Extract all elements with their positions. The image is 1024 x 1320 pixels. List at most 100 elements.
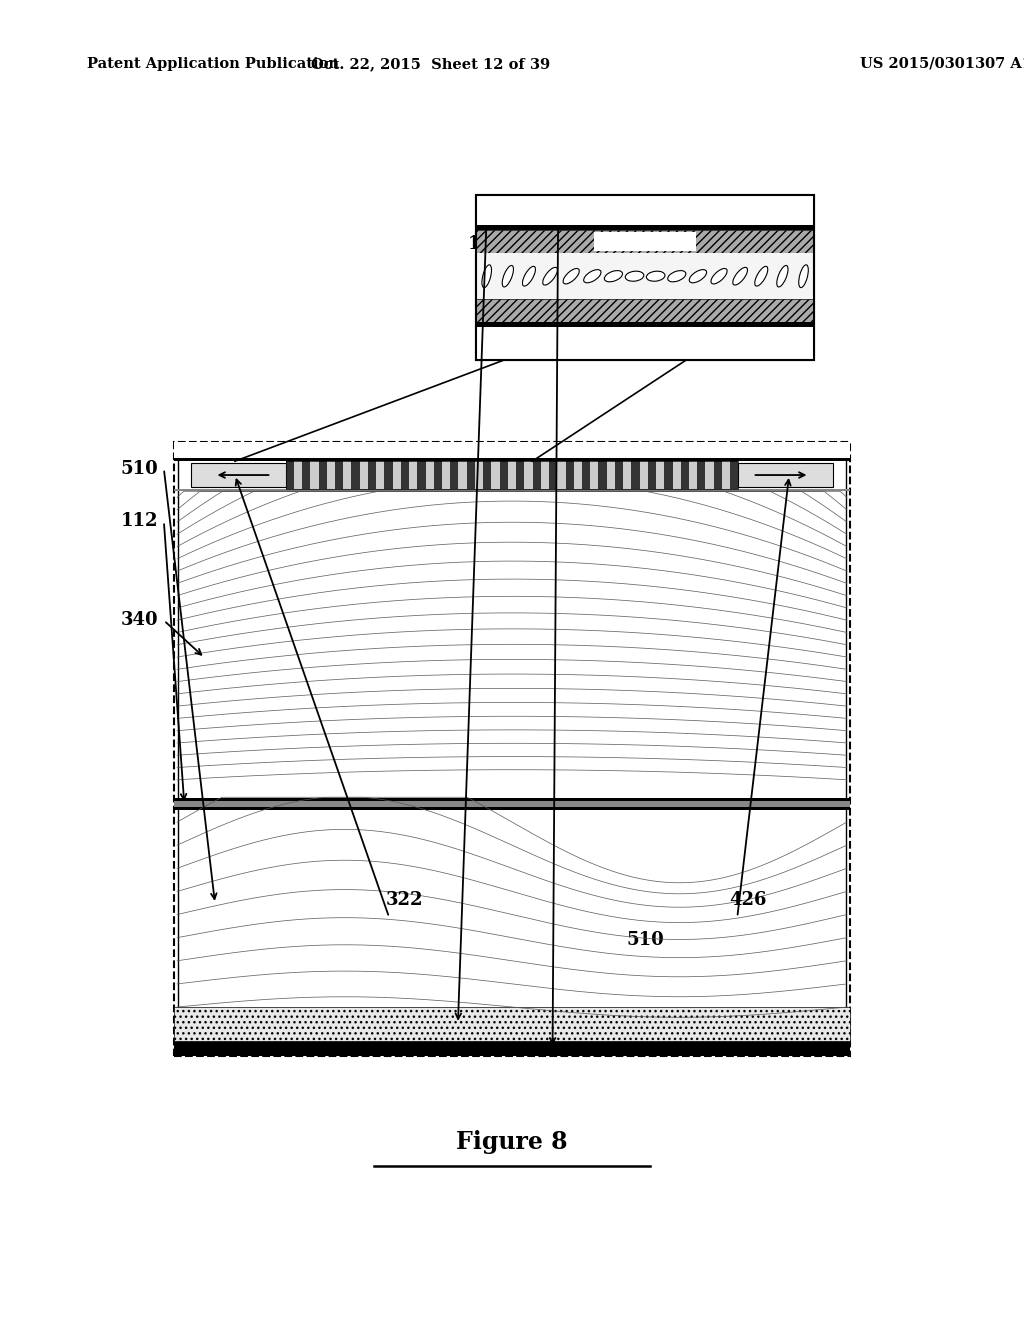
Ellipse shape: [755, 267, 768, 286]
Bar: [174, 801, 850, 808]
Bar: [656, 461, 665, 488]
Ellipse shape: [543, 268, 557, 285]
Ellipse shape: [522, 267, 536, 286]
Bar: [665, 461, 673, 488]
Bar: [640, 461, 648, 488]
Bar: [392, 461, 400, 488]
Bar: [426, 461, 434, 488]
Bar: [294, 461, 302, 488]
Bar: [459, 461, 467, 488]
Bar: [524, 461, 532, 488]
Bar: [286, 461, 294, 488]
Bar: [476, 322, 814, 327]
Bar: [174, 488, 850, 491]
Bar: [582, 461, 590, 488]
Text: Oct. 22, 2015  Sheet 12 of 39: Oct. 22, 2015 Sheet 12 of 39: [310, 57, 550, 71]
Bar: [174, 1007, 850, 1040]
Bar: [343, 461, 351, 488]
Bar: [606, 461, 614, 488]
Text: 426: 426: [729, 891, 766, 909]
Bar: [410, 461, 418, 488]
Bar: [174, 808, 850, 810]
Bar: [722, 461, 730, 488]
Bar: [614, 461, 624, 488]
Ellipse shape: [733, 268, 748, 285]
Bar: [500, 461, 508, 488]
Text: Figure 8: Figure 8: [456, 1130, 568, 1154]
Text: Patent Application Publication: Patent Application Publication: [87, 57, 339, 71]
Ellipse shape: [604, 271, 623, 282]
Bar: [476, 195, 814, 360]
Ellipse shape: [626, 271, 644, 281]
Bar: [565, 461, 573, 488]
Bar: [418, 461, 426, 488]
Bar: [302, 461, 310, 488]
Text: 510: 510: [627, 931, 664, 949]
Bar: [681, 461, 689, 488]
Ellipse shape: [777, 265, 788, 286]
Bar: [594, 232, 696, 251]
Bar: [706, 461, 714, 488]
Bar: [451, 461, 459, 488]
Ellipse shape: [668, 271, 686, 282]
Bar: [532, 461, 541, 488]
Bar: [476, 253, 814, 300]
Bar: [442, 461, 451, 488]
Bar: [476, 230, 814, 253]
Bar: [174, 442, 850, 458]
Bar: [541, 461, 549, 488]
Bar: [573, 461, 582, 488]
Bar: [376, 461, 384, 488]
Bar: [178, 447, 846, 1051]
Bar: [549, 461, 557, 488]
Ellipse shape: [563, 268, 580, 284]
Bar: [400, 461, 410, 488]
Bar: [174, 1040, 850, 1056]
Text: 114: 114: [468, 235, 505, 253]
Bar: [689, 461, 697, 488]
Text: 322: 322: [386, 891, 423, 909]
Bar: [648, 461, 656, 488]
Bar: [310, 461, 318, 488]
Bar: [516, 461, 524, 488]
Bar: [286, 461, 738, 488]
Ellipse shape: [799, 265, 808, 288]
Bar: [174, 442, 850, 1056]
Ellipse shape: [584, 269, 601, 282]
Bar: [351, 461, 359, 488]
Bar: [434, 461, 442, 488]
Bar: [632, 461, 640, 488]
Text: 510: 510: [121, 459, 159, 478]
Bar: [598, 461, 606, 488]
Bar: [483, 461, 492, 488]
Bar: [318, 461, 327, 488]
Bar: [475, 461, 483, 488]
Ellipse shape: [711, 268, 727, 284]
Ellipse shape: [646, 271, 665, 281]
Text: 112: 112: [121, 512, 159, 531]
Bar: [476, 224, 814, 230]
Bar: [508, 461, 516, 488]
Bar: [492, 461, 500, 488]
Text: 340: 340: [121, 611, 159, 630]
Bar: [624, 461, 632, 488]
Text: 124: 124: [540, 235, 577, 253]
Ellipse shape: [482, 265, 492, 288]
Bar: [476, 195, 814, 224]
Bar: [359, 461, 368, 488]
Bar: [174, 799, 850, 801]
Bar: [476, 327, 814, 360]
Bar: [590, 461, 598, 488]
Bar: [384, 461, 392, 488]
Ellipse shape: [689, 269, 707, 282]
Bar: [190, 462, 286, 487]
Bar: [714, 461, 722, 488]
Ellipse shape: [502, 265, 513, 286]
Bar: [697, 461, 706, 488]
Bar: [557, 461, 565, 488]
Bar: [327, 461, 335, 488]
Bar: [174, 458, 850, 461]
Text: US 2015/0301307 A1: US 2015/0301307 A1: [860, 57, 1024, 71]
Bar: [476, 195, 814, 360]
Bar: [730, 461, 738, 488]
